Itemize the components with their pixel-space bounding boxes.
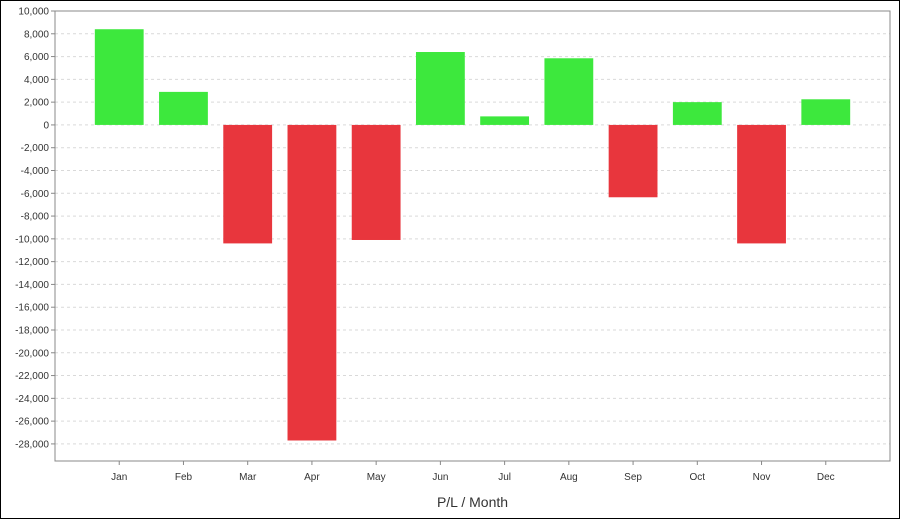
x-tick-label: Sep [624,472,642,483]
bar-mar [223,124,273,244]
y-tick-label: -6,000 [21,189,50,200]
x-tick-label: Nov [753,472,771,483]
bars [94,29,851,441]
y-tick-label: 8,000 [24,29,49,40]
bar-apr [287,124,337,441]
x-tick-label: Oct [690,472,706,483]
x-axis-label: P/L / Month [437,494,508,510]
y-tick-label: -10,000 [15,234,49,245]
y-tick-label: -12,000 [15,257,49,268]
bar-jul [480,116,530,125]
x-tick-label: Jun [432,472,448,483]
x-tick-label: Feb [175,472,193,483]
y-tick-label: -22,000 [15,371,49,382]
bar-aug [544,58,594,125]
x-tick-label: Apr [304,472,320,483]
y-tick-label: 10,000 [18,7,49,18]
y-tick-label: -26,000 [15,417,49,428]
y-tick-label: 6,000 [24,52,49,63]
y-tick-label: -2,000 [21,143,50,154]
x-tick-label: May [367,472,386,483]
x-tick-label: Mar [239,472,257,483]
y-tick-label: 4,000 [24,75,49,86]
y-axis: 10,000 8,000 6,000 4,000 2,000 0 -2,000 -4,000 -… [15,7,891,462]
x-axis: Jan Feb Mar Apr May Jun Jul Aug Sep Oct Nov Dec [111,461,835,483]
x-tick-label: Jan [111,472,127,483]
bar-dec [801,99,851,125]
bar-nov [737,124,786,244]
y-tick-label: -14,000 [15,280,49,291]
bar-sep [608,124,658,198]
y-tick-label: 2,000 [24,98,49,109]
x-tick-label: Aug [560,472,578,483]
bar-jun [415,52,465,125]
bar-oct [672,102,722,125]
bar-jan [94,29,144,125]
y-tick-label: -16,000 [15,303,49,314]
bar-feb [159,91,208,125]
y-tick-label: -18,000 [15,325,49,336]
y-tick-label: -4,000 [21,166,50,177]
x-tick-label: Jul [498,472,511,483]
bar-may [351,124,401,240]
y-tick-label: -28,000 [15,439,49,450]
y-tick-label: 0 [43,120,49,131]
y-tick-label: -20,000 [15,348,49,359]
y-tick-label: -24,000 [15,394,49,405]
plot-border [54,10,891,462]
x-tick-label: Dec [817,472,835,483]
y-tick-label: -8,000 [21,212,50,223]
